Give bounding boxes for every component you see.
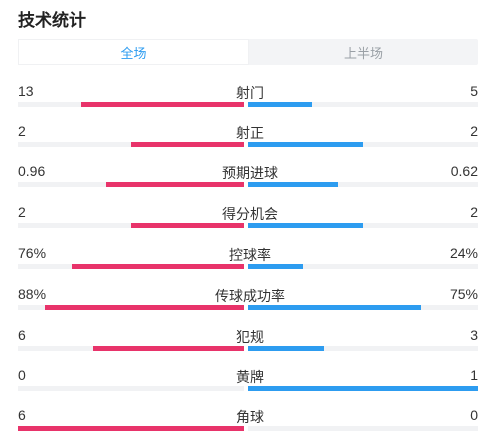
away-bar-track (248, 182, 478, 187)
home-bar-track (18, 223, 244, 228)
home-value: 2 (18, 204, 26, 220)
away-value: 75% (449, 286, 478, 302)
stat-label: 得分机会 (222, 206, 278, 222)
stat-label: 控球率 (229, 247, 271, 263)
stat-row: 76% 控球率 24% (0, 245, 500, 285)
away-value: 24% (449, 245, 478, 261)
stat-row: 0.96 预期进球 0.62 (0, 163, 500, 203)
away-value: 0.62 (450, 163, 478, 179)
home-bar (45, 305, 244, 310)
home-bar-track (18, 426, 244, 431)
home-value: 88% (18, 286, 47, 302)
home-bar (92, 346, 244, 351)
tab-first-half[interactable]: 上半场 (343, 45, 383, 61)
away-bar (248, 305, 421, 310)
home-value: 13 (18, 83, 34, 99)
home-bar (131, 142, 244, 147)
away-bar-track (248, 305, 478, 310)
away-bar-track (248, 346, 478, 351)
home-bar-track (18, 142, 244, 147)
home-value: 0.96 (18, 163, 46, 179)
away-value: 3 (470, 327, 478, 343)
away-value: 0 (470, 407, 478, 423)
away-bar (248, 142, 363, 147)
home-bar (18, 426, 244, 431)
stat-row: 2 得分机会 2 (0, 204, 500, 244)
away-bar-track (248, 102, 478, 107)
away-value: 2 (470, 123, 478, 139)
away-bar (248, 223, 363, 228)
away-bar (248, 182, 338, 187)
period-tabs: 全场 上半场 (18, 39, 478, 65)
away-bar-track (248, 142, 478, 147)
away-bar-track (248, 386, 478, 391)
home-bar-track (18, 102, 244, 107)
stat-label: 传球成功率 (215, 288, 285, 304)
stat-label: 犯规 (236, 329, 264, 345)
stat-row: 6 角球 0 (0, 407, 500, 447)
stat-label: 角球 (236, 409, 264, 425)
home-bar-track (18, 264, 244, 269)
home-bar (81, 102, 244, 107)
home-value: 2 (18, 123, 26, 139)
home-bar-track (18, 346, 244, 351)
tab-full-match[interactable]: 全场 (18, 39, 249, 65)
home-bar (106, 182, 244, 187)
away-value: 1 (470, 367, 478, 383)
home-value: 0 (18, 367, 26, 383)
away-bar-track (248, 426, 478, 431)
away-bar (248, 346, 324, 351)
home-value: 76% (18, 245, 47, 261)
stat-label: 射正 (236, 125, 264, 141)
stat-row: 0 黄牌 1 (0, 367, 500, 407)
stat-label: 射门 (236, 85, 264, 101)
home-value: 6 (18, 327, 26, 343)
home-bar (131, 223, 244, 228)
stat-row: 88% 传球成功率 75% (0, 286, 500, 326)
away-bar (248, 264, 304, 269)
stat-label: 预期进球 (222, 165, 278, 181)
home-bar-track (18, 386, 244, 391)
away-bar-track (248, 223, 478, 228)
away-value: 2 (470, 204, 478, 220)
home-bar (72, 264, 244, 269)
stat-label: 黄牌 (236, 369, 264, 385)
away-bar (248, 102, 313, 107)
page-title: 技术统计 (18, 11, 86, 30)
home-bar-track (18, 305, 244, 310)
away-value: 5 (470, 83, 478, 99)
home-bar-track (18, 182, 244, 187)
home-value: 6 (18, 407, 26, 423)
stat-row: 6 犯规 3 (0, 327, 500, 367)
stat-row: 13 射门 5 (0, 83, 500, 123)
stat-row: 2 射正 2 (0, 123, 500, 163)
away-bar (248, 386, 478, 391)
away-bar-track (248, 264, 478, 269)
